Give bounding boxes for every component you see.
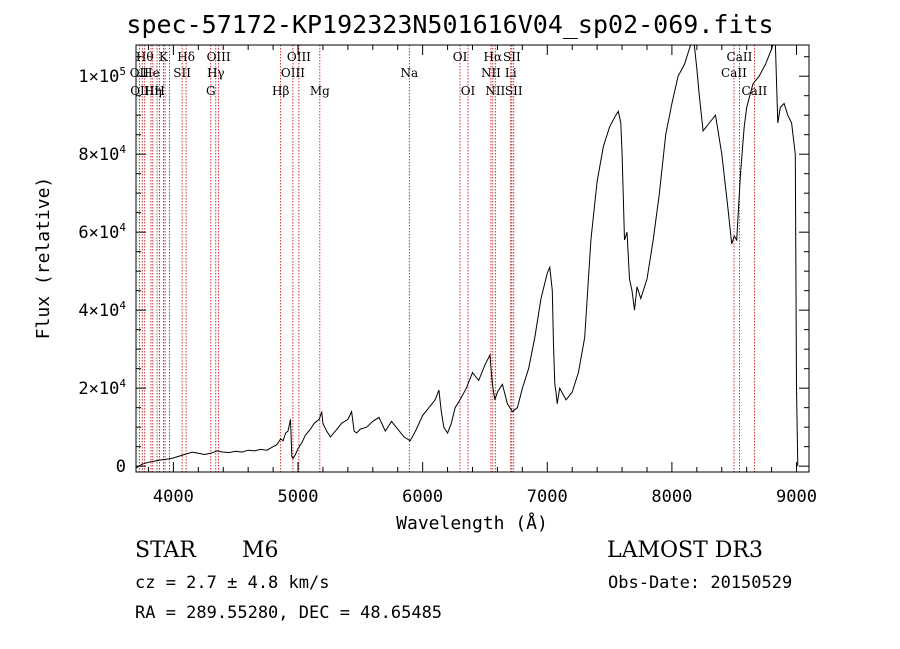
- spectral-line-label: CaII: [727, 50, 753, 64]
- spectral-line-label: Mg: [310, 84, 330, 98]
- line-labels: OII OIII Hθ He HηH K SII Hδ G Hγ OIII Hβ OIII OIII Mg N…: [130, 50, 768, 98]
- spectral-line-label: Hδ: [177, 50, 195, 64]
- spectral-line-label: NII: [481, 66, 501, 80]
- x-tick-label: 6000: [402, 487, 443, 507]
- observation-date: Obs-Date: 20150529: [608, 573, 793, 593]
- chart-title: spec-57172-KP192323N501616V04_sp02-069.f…: [126, 10, 774, 39]
- flux-line: [135, 44, 799, 469]
- spectral-line-label: Hβ: [272, 84, 289, 98]
- spectral-line-label: SII: [173, 66, 191, 80]
- spectral-line-label: OII: [130, 66, 150, 80]
- spectral-line-label: SII: [503, 50, 521, 64]
- y-axis-label: Flux (relative): [33, 177, 54, 340]
- coordinates-readout: RA = 289.55280, DEC = 48.65485: [135, 603, 443, 623]
- spectral-line-label: NII: [485, 84, 505, 98]
- spectral-line-label: OIII: [287, 50, 311, 64]
- x-axis-label: Wavelength (Å): [396, 512, 548, 534]
- spectral-line-label: Hα: [484, 50, 503, 64]
- spectral-line-label: CaII: [741, 84, 767, 98]
- spectral-line-label: G: [206, 84, 216, 98]
- spectral-line-label: H: [154, 84, 164, 98]
- y-tick-label: 2×104: [78, 377, 126, 399]
- spectral-line-label: OIII: [130, 84, 154, 98]
- spectral-line-label: He: [142, 66, 160, 80]
- y-tick-label: 6×104: [78, 221, 126, 243]
- y-tick-label: 8×104: [78, 143, 126, 165]
- redshift-readout: cz = 2.7 ± 4.8 km/s: [135, 573, 330, 593]
- spectral-line-label: OIII: [207, 50, 231, 64]
- x-tick-label: 9000: [776, 487, 817, 507]
- y-tick-label: 1×105: [78, 65, 126, 87]
- axis-ticks: 4000 5000 6000 7000 8000 9000 0 2×104 4×104 6×104…: [78, 45, 817, 507]
- spectral-line-markers: [138, 45, 755, 472]
- spectral-line-label: Hη: [144, 84, 162, 98]
- spectral-line-label: Li: [505, 66, 517, 80]
- spectral-line-label: CaII: [721, 66, 747, 80]
- x-tick-label: 4000: [153, 487, 194, 507]
- spectral-line-label: Hγ: [207, 66, 225, 80]
- x-tick-label: 7000: [527, 487, 568, 507]
- object-subclass: M6: [242, 538, 279, 563]
- y-tick-label: 4×104: [78, 299, 126, 321]
- survey-name: LAMOST DR3: [607, 538, 763, 563]
- spectral-line-label: SII: [505, 84, 523, 98]
- x-tick-label: 5000: [278, 487, 319, 507]
- plot-frame: [135, 44, 810, 473]
- y-tick-label: 0: [116, 457, 126, 477]
- x-tick-label: 8000: [651, 487, 692, 507]
- spectral-line-label: OI: [461, 84, 476, 98]
- spectral-line-label: OIII: [281, 66, 305, 80]
- spectral-line-label: Hθ: [136, 50, 154, 64]
- object-class: STAR: [135, 538, 196, 563]
- spectral-line-label: Na: [400, 66, 418, 80]
- spectral-line-label: K: [159, 50, 169, 64]
- spectral-line-label: OI: [453, 50, 468, 64]
